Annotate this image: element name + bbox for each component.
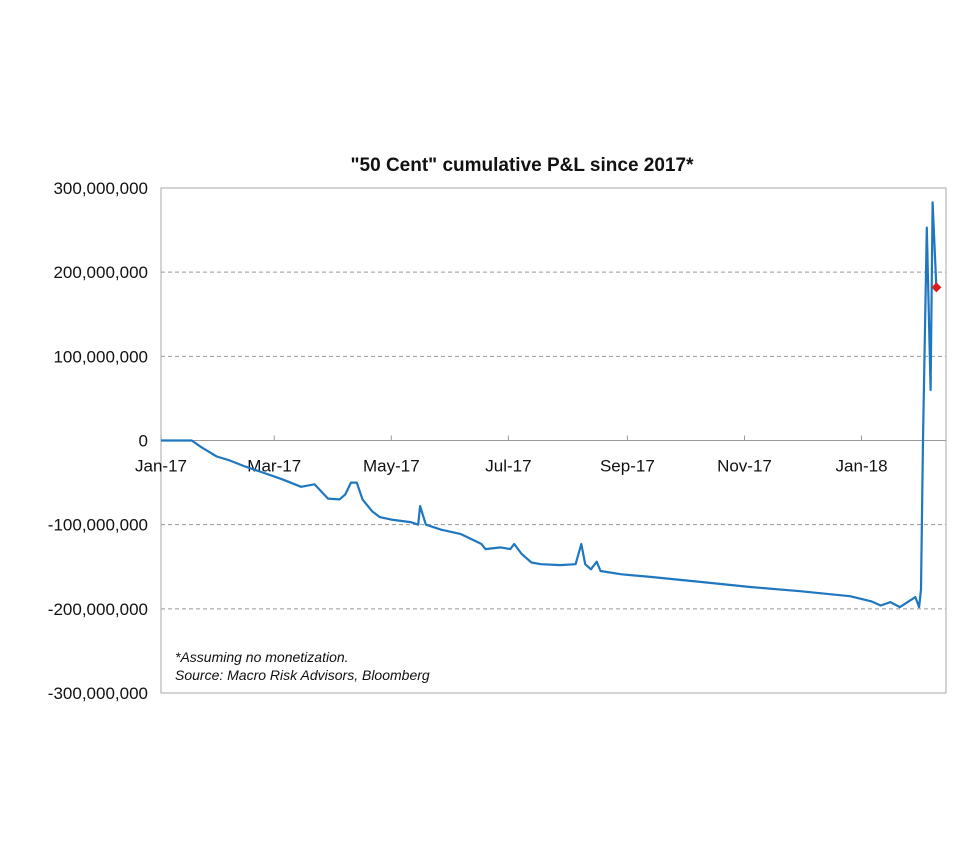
gridlines: [161, 271, 946, 610]
y-tick-label: -200,000,000: [48, 600, 148, 619]
x-tick-label: Mar-17: [247, 457, 301, 476]
chart-title: "50 Cent" cumulative P&L since 2017*: [351, 155, 695, 176]
y-tick-label: 300,000,000: [53, 179, 148, 198]
x-tick-label: May-17: [363, 457, 420, 476]
y-axis: 300,000,000 200,000,000 100,000,000 0 -100,0…: [48, 179, 148, 703]
x-tick-label: Nov-17: [717, 457, 772, 476]
y-tick-label: 0: [139, 432, 148, 451]
x-axis: Jan-17 Mar-17 May-17 Jul-17 Sep-17 Nov-17 Jan-…: [135, 435, 946, 476]
series-group: [161, 201, 942, 609]
latest-value-marker: [931, 282, 942, 293]
x-tick-label: Jul-17: [485, 457, 531, 476]
source-note: Source: Macro Risk Advisors, Bloomberg: [175, 667, 430, 683]
series-line-cumulative-pnl: [161, 201, 938, 609]
x-tick-label: Jan-18: [836, 457, 888, 476]
x-tick-label: Jan-17: [135, 457, 187, 476]
y-tick-label: -100,000,000: [48, 516, 148, 535]
y-tick-label: 200,000,000: [53, 263, 148, 282]
x-tick-label: Sep-17: [600, 457, 655, 476]
footnote: *Assuming no monetization.: [175, 649, 349, 665]
y-tick-label: 100,000,000: [53, 347, 148, 366]
y-tick-label: -300,000,000: [48, 684, 148, 703]
